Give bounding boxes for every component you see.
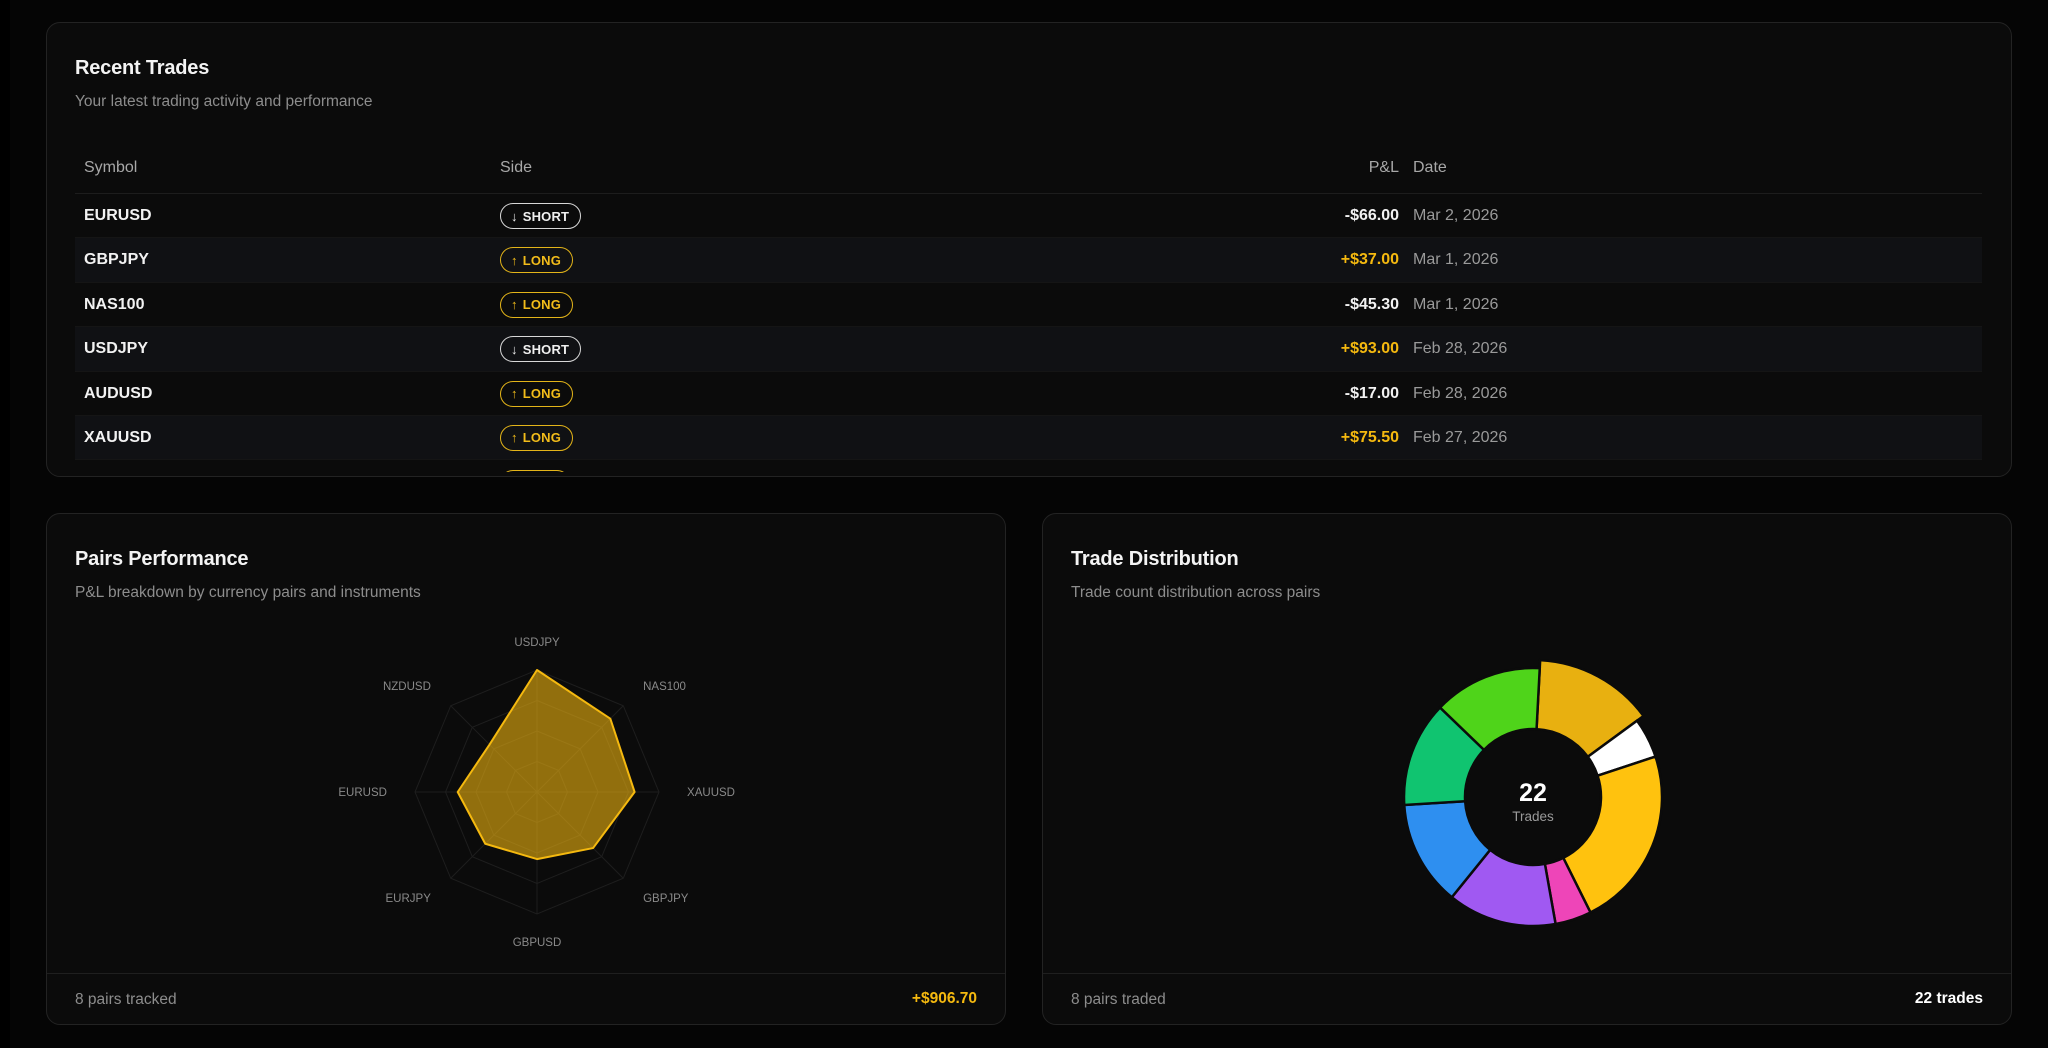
side-badge: ↑ LONG (500, 424, 574, 451)
radar-axis-label: USDJPY (514, 637, 560, 649)
table-row[interactable]: USDJPY ↓ SHORT +$93.00 Feb 28, 2026 (75, 327, 1982, 372)
arrow-down-icon: ↓ (511, 208, 518, 224)
table-row[interactable]: EURUSD ↓ SHORT -$66.00 Mar 2, 2026 (75, 194, 1982, 239)
trade-symbol: NAS100 (84, 295, 145, 313)
dashboard-page: Recent Trades Your latest trading activi… (10, 0, 2048, 1048)
recent-trades-title: Recent Trades (75, 57, 210, 79)
trade-date: Mar 1, 2026 (1413, 295, 1499, 313)
radar-series-area[interactable] (456, 669, 636, 861)
arrow-up-icon: ↑ (511, 297, 518, 313)
pairs-performance-title: Pairs Performance (75, 548, 249, 570)
trade-pnl: +$93.00 (1340, 340, 1399, 358)
side-badge: ↑ LONG (500, 291, 574, 318)
radar-axis-label: GBPUSD (513, 937, 562, 949)
donut-slice[interactable] (1535, 658, 1646, 759)
side-label: LONG (522, 252, 562, 268)
trades-table[interactable]: Symbol Side P&L Date EURUSD ↓ SHORT -$66.00… (75, 139, 1982, 472)
recent-trades-subtitle: Your latest trading activity and perform… (75, 93, 373, 110)
trade-pnl: +$37.00 (1340, 251, 1399, 269)
side-badge-partial (500, 470, 570, 472)
side-label: SHORT (522, 208, 570, 224)
donut-center-label: Trades (1512, 809, 1554, 824)
radar-axis-label: NZDUSD (383, 681, 431, 693)
trade-date: Feb 28, 2026 (1413, 340, 1508, 358)
side-badge: ↑ LONG (500, 380, 574, 407)
pairs-traded-count: 8 pairs traded (1071, 991, 1166, 1008)
trades-table-body: EURUSD ↓ SHORT -$66.00 Mar 2, 2026 GBPJPY ↑ LON… (75, 194, 1982, 461)
radar-axis-label: EURJPY (386, 893, 432, 905)
trade-side: ↓ SHORT (500, 336, 582, 363)
arrow-up-icon: ↑ (511, 430, 518, 446)
trade-date: Mar 1, 2026 (1413, 251, 1499, 269)
side-badge: ↓ SHORT (500, 336, 582, 363)
radar-axis-label: NAS100 (643, 681, 686, 693)
trade-distribution-subtitle: Trade count distribution across pairs (1071, 584, 1321, 601)
donut-chart[interactable]: 22 Trades (1043, 514, 2012, 974)
trade-symbol: XAUUSD (84, 428, 152, 446)
arrow-up-icon: ↑ (511, 386, 518, 402)
pairs-performance-subtitle: P&L breakdown by currency pairs and inst… (75, 584, 421, 601)
arrow-down-icon: ↓ (511, 341, 518, 357)
side-label: LONG (522, 386, 562, 402)
side-badge: ↑ LONG (500, 247, 574, 274)
side-label: SHORT (522, 341, 570, 357)
trade-date: Mar 2, 2026 (1413, 207, 1499, 224)
table-row[interactable]: AUDUSD ↑ LONG -$17.00 Feb 28, 2026 (75, 372, 1982, 416)
donut-slice[interactable] (1561, 754, 1664, 915)
table-row[interactable]: NAS100 ↑ LONG -$45.30 Mar 1, 2026 (75, 283, 1982, 328)
trade-side: ↓ SHORT (500, 203, 582, 229)
trade-side: ↑ LONG (500, 291, 574, 318)
trade-date: Feb 28, 2026 (1413, 384, 1508, 402)
total-trades-count: 22 trades (1914, 990, 1983, 1007)
trade-date: Feb 27, 2026 (1413, 428, 1508, 446)
trade-pnl: -$17.00 (1344, 384, 1399, 402)
side-label: LONG (522, 297, 562, 313)
donut-slice[interactable] (1438, 666, 1542, 752)
trade-side: ↑ LONG (500, 424, 574, 451)
column-header-date[interactable]: Date (1413, 159, 1447, 176)
column-header-side[interactable]: Side (500, 159, 533, 176)
pairs-tracked-count: 8 pairs tracked (75, 991, 177, 1008)
recent-trades-card: Recent Trades Your latest trading activi… (46, 22, 2012, 477)
column-header-symbol[interactable]: Symbol (84, 159, 138, 176)
trade-symbol: EURUSD (84, 207, 152, 224)
radar-chart[interactable]: USDJPY NAS100 XAUUSD GBPJPY GBPUSD EURJPY EURU… (47, 514, 1006, 974)
side-badge: ↓ SHORT (500, 203, 582, 229)
table-row[interactable]: XAUUSD ↑ LONG +$75.50 Feb 27, 2026 (75, 415, 1982, 461)
trade-side: ↑ LONG (500, 247, 574, 274)
trades-table-header: Symbol Side P&L Date (75, 139, 1982, 194)
trade-distribution-card: Trade Distribution Trade count distribut… (1042, 513, 2012, 1025)
donut-center-value: 22 (1519, 779, 1547, 807)
trade-distribution-footer: 8 pairs traded 22 trades (1043, 973, 2011, 1024)
radar-axis-label: XAUUSD (687, 787, 735, 799)
arrow-up-icon: ↑ (511, 252, 518, 268)
trade-symbol: USDJPY (84, 340, 149, 358)
trade-symbol: AUDUSD (84, 384, 153, 402)
column-header-pnl[interactable]: P&L (1368, 159, 1399, 176)
trade-pnl: -$45.30 (1344, 295, 1399, 313)
side-label: LONG (522, 430, 562, 446)
radar-axis-label: EURUSD (338, 787, 387, 799)
total-pnl-value: +$906.70 (911, 990, 977, 1007)
trade-distribution-title: Trade Distribution (1071, 548, 1239, 570)
table-row[interactable]: GBPJPY ↑ LONG +$37.00 Mar 1, 2026 (75, 238, 1982, 283)
radar-axis-label: GBPJPY (643, 893, 689, 905)
pairs-performance-card: Pairs Performance P&L breakdown by curre… (46, 513, 1006, 1025)
trade-symbol: GBPJPY (84, 251, 149, 269)
pairs-performance-footer: 8 pairs tracked +$906.70 (47, 973, 1005, 1024)
trade-pnl: +$75.50 (1340, 428, 1399, 446)
trade-pnl: -$66.00 (1344, 207, 1399, 224)
trade-side: ↑ LONG (500, 380, 574, 407)
